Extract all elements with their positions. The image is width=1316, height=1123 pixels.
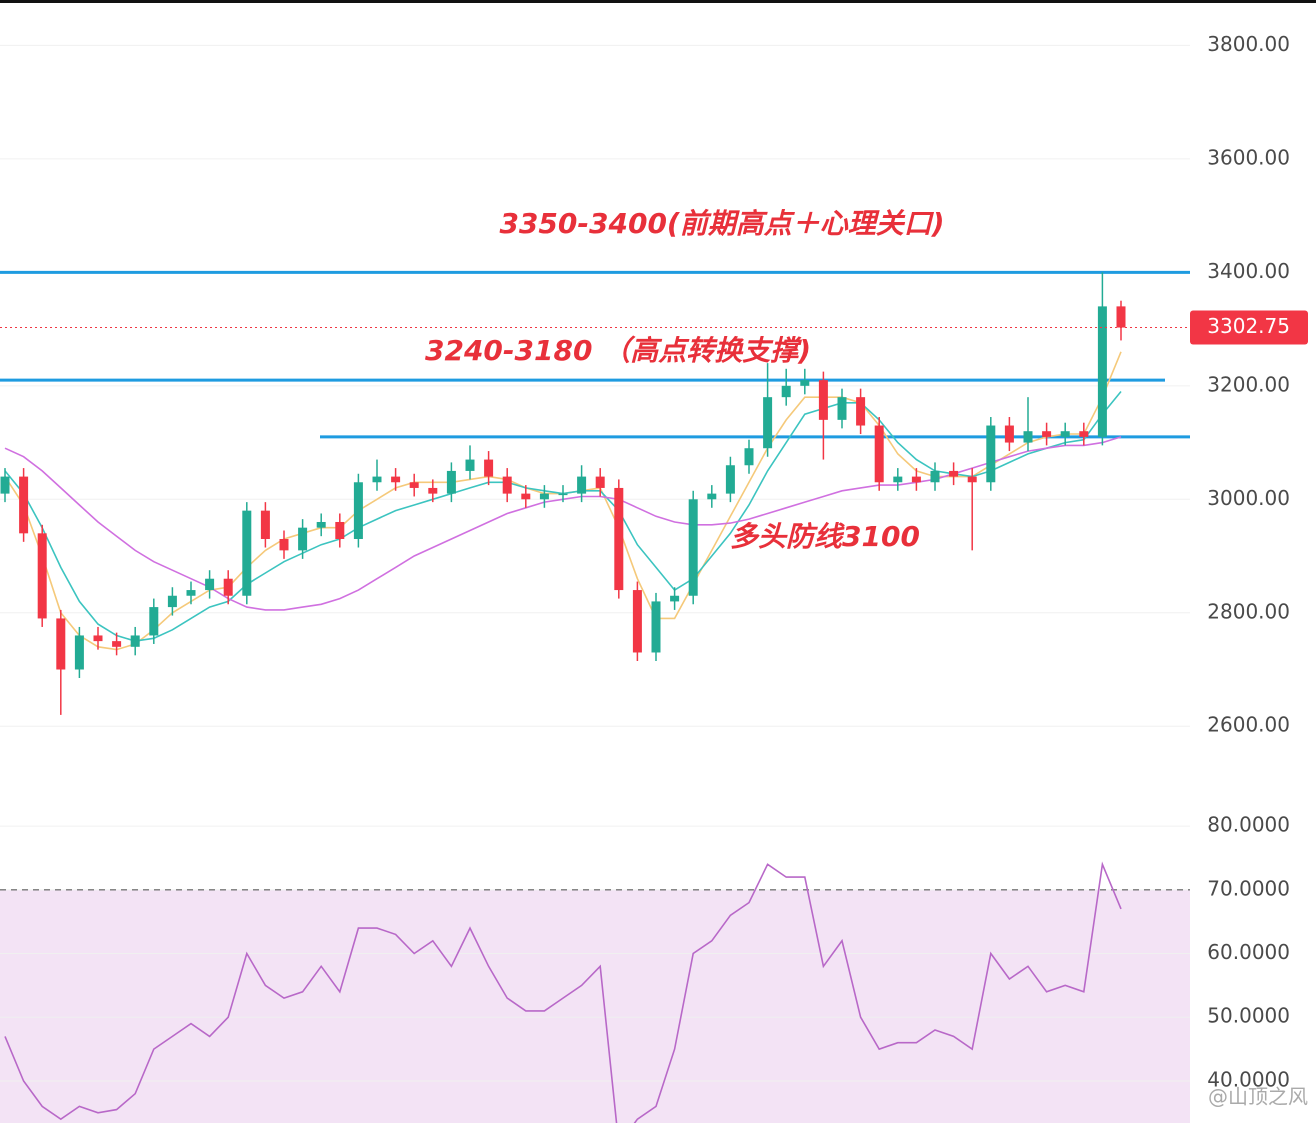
- candle-body: [949, 470, 959, 477]
- y-tick-label: 3200.00: [1207, 372, 1290, 396]
- y-tick-label: 50.0000: [1207, 1004, 1290, 1028]
- candle-body: [1042, 431, 1052, 437]
- candle-body: [502, 476, 512, 494]
- watermark: @山顶之风: [1208, 1085, 1308, 1109]
- annotation: 3240-3180 （高点转换支撑): [425, 334, 811, 367]
- candle-body: [186, 590, 196, 596]
- y-tick-label: 3800.00: [1207, 32, 1290, 56]
- line: [4, 861, 1122, 1123]
- candle-body: [446, 470, 456, 494]
- candle-body: [484, 459, 494, 477]
- candle-body: [74, 635, 84, 670]
- candle-body: [539, 493, 549, 500]
- candle-body: [1060, 431, 1070, 437]
- y-tick-label: 40.0000: [1207, 1067, 1290, 1091]
- candle-body: [112, 641, 122, 647]
- candle-body: [781, 385, 791, 398]
- candle-body: [744, 448, 754, 466]
- candle-body: [353, 482, 363, 540]
- candle-body: [800, 380, 810, 386]
- price-pane: [0, 44, 1190, 727]
- candle-body: [242, 510, 252, 596]
- candle-body: [930, 470, 940, 483]
- candle-body: [205, 578, 215, 591]
- candle-body: [986, 425, 996, 483]
- candle-body: [316, 521, 326, 528]
- candle-body: [595, 476, 605, 488]
- axes: 2600.00 2800.00 3000.00 3200.00 3400.00 3600.…: [1190, 32, 1308, 1091]
- candle-body: [1023, 431, 1033, 443]
- candle-body: [911, 476, 921, 483]
- candle-body: [707, 493, 717, 500]
- candle-body: [837, 397, 847, 420]
- y-tick-label: 70.0000: [1207, 876, 1290, 900]
- candle-body: [223, 578, 233, 596]
- candle-body: [335, 521, 345, 540]
- candle-body: [428, 487, 438, 494]
- y-tick-label: 2800.00: [1207, 599, 1290, 623]
- top-border: [0, 0, 1316, 3]
- rsi-band: [0, 889, 1190, 1123]
- annotation: 多头防线3100: [730, 520, 920, 553]
- candle-body: [1079, 431, 1089, 437]
- candle-body: [372, 476, 382, 483]
- candle-body: [874, 425, 884, 483]
- candle-body: [260, 510, 270, 540]
- candle-body: [856, 397, 866, 426]
- y-tick-label: 2600.00: [1207, 713, 1290, 737]
- candle-body: [465, 459, 475, 471]
- y-tick-label: 3600.00: [1207, 145, 1290, 169]
- candle-body: [614, 487, 624, 591]
- candle-body: [763, 397, 773, 449]
- y-tick-label: 3000.00: [1207, 486, 1290, 510]
- candle-body: [967, 476, 977, 483]
- candle-body: [0, 476, 10, 494]
- candle-body: [56, 618, 66, 670]
- candle-body: [1116, 306, 1126, 328]
- candle-body: [577, 476, 587, 494]
- y-tick-label: 60.0000: [1207, 940, 1290, 964]
- candle-body: [391, 476, 401, 483]
- candle-body: [1004, 425, 1014, 443]
- candle-body: [149, 607, 159, 636]
- candle-body: [93, 635, 103, 642]
- candle-body: [725, 465, 735, 494]
- candle-body: [632, 590, 642, 653]
- candle-body: [818, 380, 828, 420]
- current-price-label: 3302.75: [1207, 314, 1290, 338]
- candle-body: [19, 476, 29, 534]
- candle-body: [651, 601, 661, 653]
- y-tick-label: 3400.00: [1207, 259, 1290, 283]
- candle-body: [521, 493, 531, 500]
- rsi-pane: [0, 825, 1190, 1123]
- current-price-tag: [1190, 310, 1308, 345]
- candle-body: [167, 595, 177, 608]
- annotation: 3350-3400(前期高点＋心理关口): [499, 207, 944, 240]
- candle-body: [670, 595, 680, 602]
- candle-body: [1097, 306, 1107, 437]
- candle-body: [279, 539, 289, 551]
- candle-body: [893, 476, 903, 483]
- candle-body: [409, 482, 419, 488]
- candle-body: [558, 493, 568, 496]
- candle-body: [130, 635, 140, 647]
- y-tick-label: 80.0000: [1207, 813, 1290, 837]
- candle-body: [298, 527, 308, 551]
- candle-body: [688, 499, 698, 596]
- candle-body: [37, 533, 47, 619]
